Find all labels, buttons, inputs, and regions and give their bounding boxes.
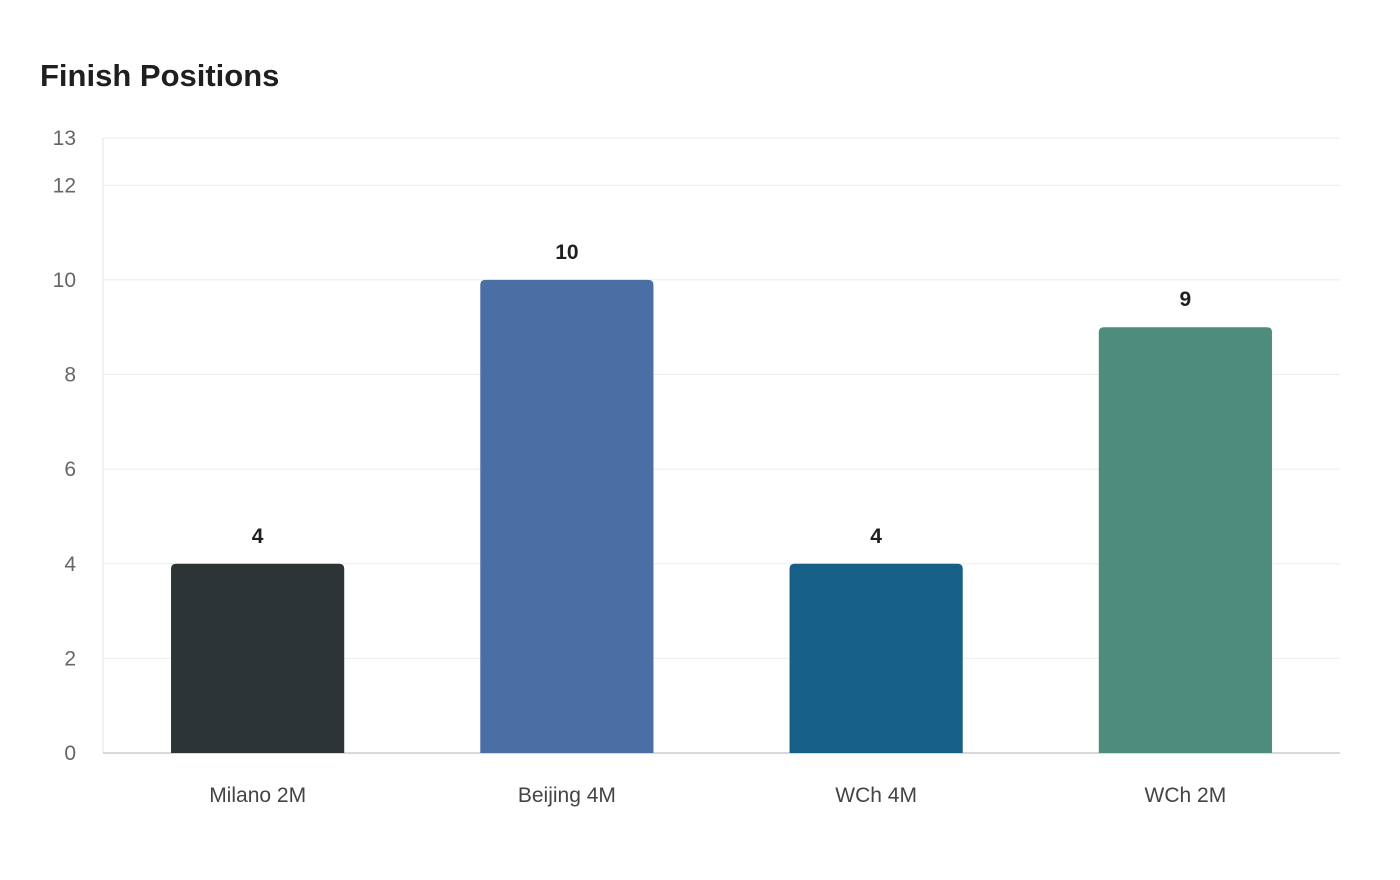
value-label: 4 bbox=[870, 525, 882, 548]
bar-beijing-4m bbox=[480, 279, 654, 753]
category-label: Milano 2M bbox=[209, 784, 306, 807]
y-tick-label: 12 bbox=[53, 174, 76, 197]
category-label: WCh 2M bbox=[1145, 784, 1227, 807]
value-label: 9 bbox=[1180, 288, 1192, 311]
category-labels: Milano 2M Beijing 4M WCh 4M WCh 2M bbox=[209, 784, 1226, 807]
bar-milano-2m bbox=[171, 563, 345, 753]
bars bbox=[171, 279, 1272, 753]
chart-title: Finish Positions bbox=[40, 58, 280, 93]
bar-wch-2m bbox=[1098, 327, 1272, 753]
y-tick-label: 10 bbox=[53, 269, 76, 292]
category-label: Beijing 4M bbox=[518, 784, 616, 807]
y-tick-label: 2 bbox=[64, 647, 76, 670]
y-tick-label: 6 bbox=[64, 458, 76, 481]
value-label: 10 bbox=[555, 241, 578, 264]
category-label: WCh 4M bbox=[835, 784, 917, 807]
y-tick-labels: 0 2 4 6 8 10 12 13 bbox=[53, 127, 77, 765]
value-labels: 4 10 4 9 bbox=[252, 241, 1191, 548]
value-label: 4 bbox=[252, 525, 264, 548]
y-tick-label: 8 bbox=[64, 364, 76, 387]
y-tick-label: 13 bbox=[53, 127, 76, 150]
y-tick-label: 4 bbox=[64, 553, 76, 576]
bar-wch-4m bbox=[789, 563, 963, 753]
y-tick-label: 0 bbox=[64, 742, 76, 765]
